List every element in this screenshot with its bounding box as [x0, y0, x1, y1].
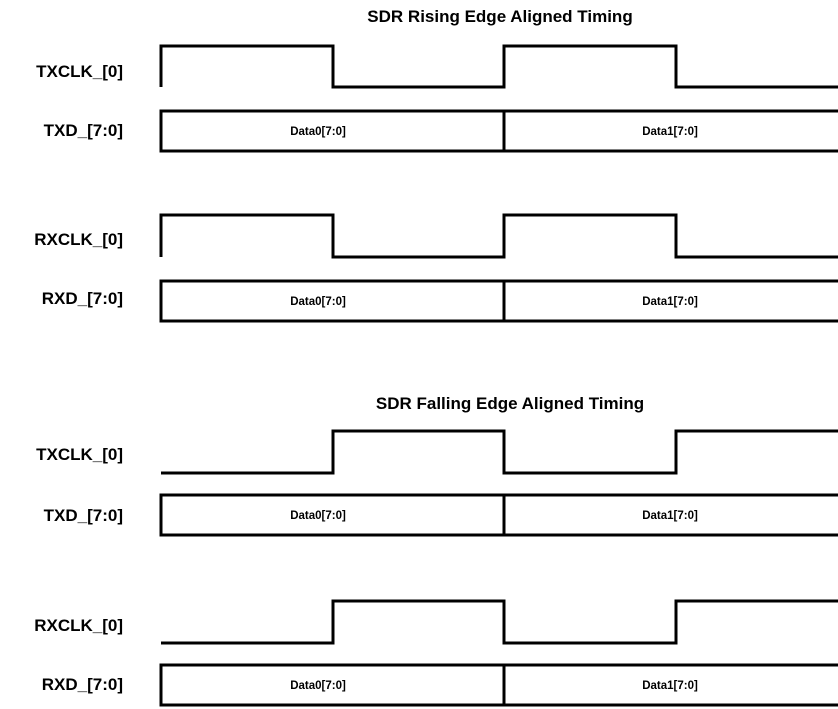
falling-edge-title: SDR Falling Edge Aligned Timing [376, 394, 644, 413]
txd-cell-data1-label-falling: Data1[7:0] [642, 510, 698, 522]
rxclk-label: RXCLK_[0] [34, 230, 123, 249]
rising-edge-section: SDR Rising Edge Aligned Timing TXCLK_[0]… [34, 7, 838, 323]
rxd-row-falling: RXD_[7:0] Data0[7:0] Data1[7:0] [42, 663, 838, 707]
falling-edge-section: SDR Falling Edge Aligned Timing TXCLK_[0… [34, 394, 838, 707]
txd-row: TXD_[7:0] Data0[7:0] Data1[7:0] [44, 109, 838, 153]
rxclk-row: RXCLK_[0] [34, 213, 838, 259]
rxd-cell-data1-label: Data1[7:0] [642, 296, 698, 308]
rxclk-waveform-falling [161, 599, 838, 645]
txd-cell-data0-label-falling: Data0[7:0] [290, 510, 346, 522]
txd-label-falling: TXD_[7:0] [44, 506, 123, 525]
rxd-cell-data1 [502, 279, 838, 323]
rxclk-waveform [159, 213, 838, 259]
txclk-waveform [159, 44, 838, 89]
rxclk-label-falling: RXCLK_[0] [34, 616, 123, 635]
txd-cell-data1 [502, 109, 838, 153]
rxd-label-falling: RXD_[7:0] [42, 675, 123, 694]
rxd-cell-data0-label-falling: Data0[7:0] [290, 680, 346, 692]
rxd-cell-data1-falling [502, 663, 838, 707]
rxd-cell-data0-falling [159, 663, 506, 707]
txd-cell-data1-falling [502, 493, 838, 537]
txclk-label-falling: TXCLK_[0] [36, 445, 123, 464]
rxclk-row-falling: RXCLK_[0] [34, 599, 838, 645]
txd-row-falling: TXD_[7:0] Data0[7:0] Data1[7:0] [44, 493, 838, 537]
rxd-cell-data0-label: Data0[7:0] [290, 296, 346, 308]
txclk-waveform-falling [161, 429, 838, 475]
txd-label: TXD_[7:0] [44, 121, 123, 140]
txclk-label: TXCLK_[0] [36, 62, 123, 81]
txclk-row: TXCLK_[0] [36, 44, 838, 89]
rising-edge-title: SDR Rising Edge Aligned Timing [367, 7, 632, 26]
txd-cell-data0 [159, 109, 506, 153]
txd-cell-data0-label: Data0[7:0] [290, 126, 346, 138]
rxd-cell-data1-label-falling: Data1[7:0] [642, 680, 698, 692]
txd-cell-data1-label: Data1[7:0] [642, 126, 698, 138]
txclk-row-falling: TXCLK_[0] [36, 429, 838, 475]
rxd-row: RXD_[7:0] Data0[7:0] Data1[7:0] [42, 279, 838, 323]
rxd-label: RXD_[7:0] [42, 289, 123, 308]
rxd-cell-data0 [159, 279, 506, 323]
